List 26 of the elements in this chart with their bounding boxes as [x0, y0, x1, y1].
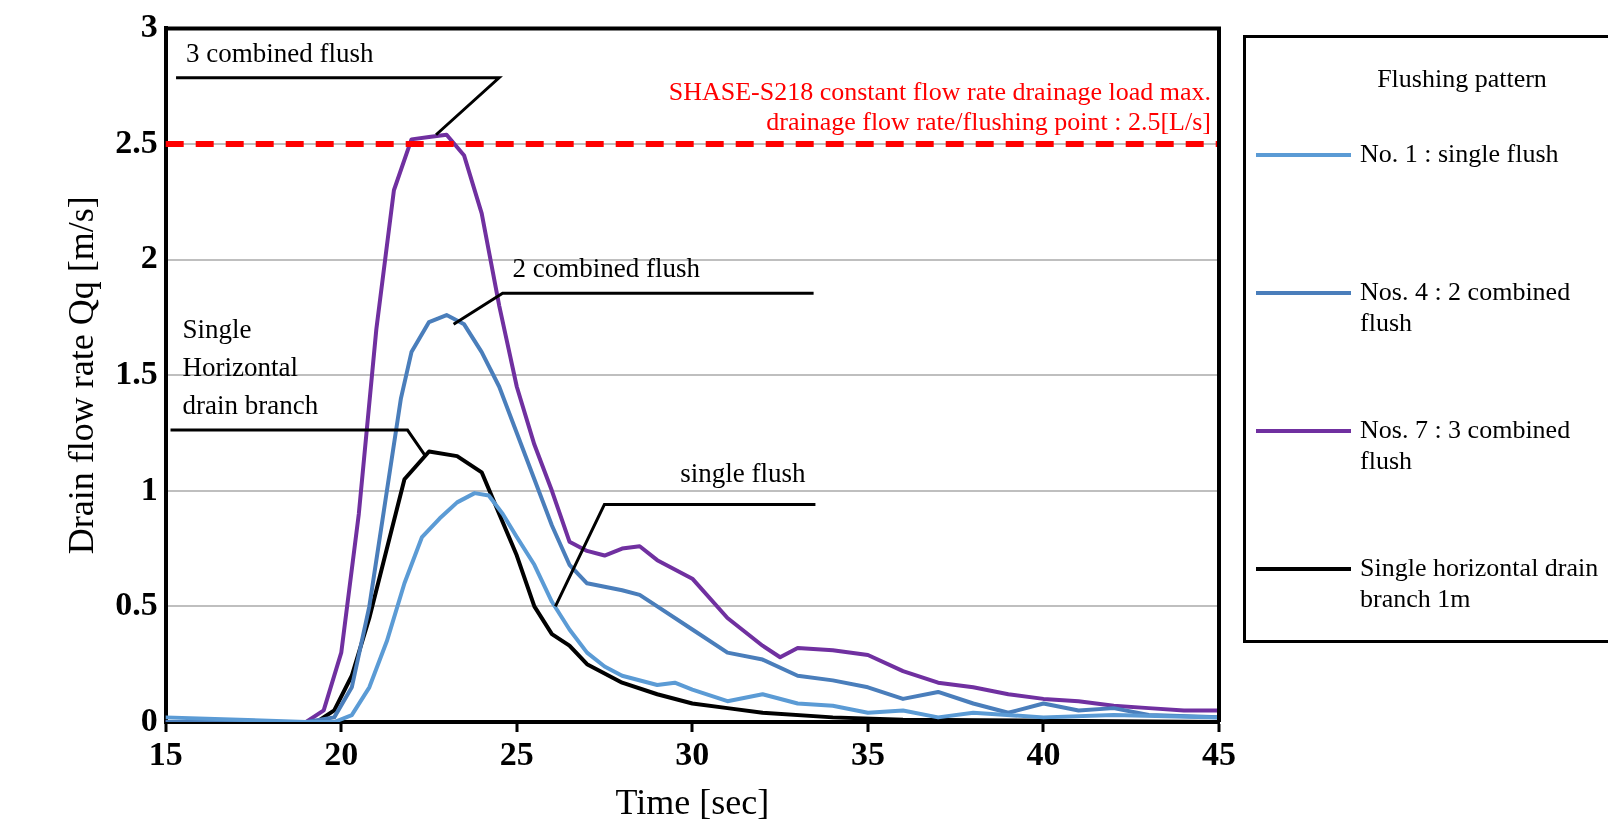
legend-label: No. 1 : single flush	[1360, 138, 1560, 170]
y-tick-label: 0.5	[115, 585, 158, 623]
annotation: 2 combined flush	[512, 252, 701, 286]
y-tick-label: 1	[140, 469, 158, 507]
y-axis-title: Drain flow rate Qq [m/s]	[61, 196, 102, 555]
x-tick-label: 20	[324, 735, 359, 773]
annotation: 3 combined flush	[186, 36, 374, 70]
legend-label: Nos. 4 : 2 combined flush	[1360, 276, 1572, 339]
annotation: Single Horizontal drain branch	[182, 313, 320, 423]
legend-label: Single horizontal drain branch 1m	[1360, 552, 1600, 615]
y-tick-label: 1.5	[115, 353, 158, 391]
x-tick-label: 40	[1026, 735, 1061, 773]
y-tick-label: 0	[140, 700, 158, 738]
ref-line-label: SHASE-S218 constant flow rate drainage load max. drainage flow rate/flushing point : 2.5[L/s]	[668, 76, 1211, 136]
legend-label: Nos. 7 : 3 combined flush	[1360, 414, 1572, 477]
annotation: single flush	[679, 457, 806, 491]
y-tick-label: 3	[140, 7, 158, 45]
x-tick-label: 25	[499, 735, 534, 773]
x-tick-label: 35	[850, 735, 885, 773]
x-tick-label: 30	[675, 735, 710, 773]
x-tick-label: 15	[148, 735, 183, 773]
y-tick-label: 2	[140, 238, 158, 276]
y-tick-label: 2.5	[115, 122, 158, 160]
x-tick-label: 45	[1202, 735, 1236, 773]
x-axis-title: Time [sec]	[615, 781, 770, 822]
legend-title: Flushing pattern	[1376, 64, 1548, 94]
